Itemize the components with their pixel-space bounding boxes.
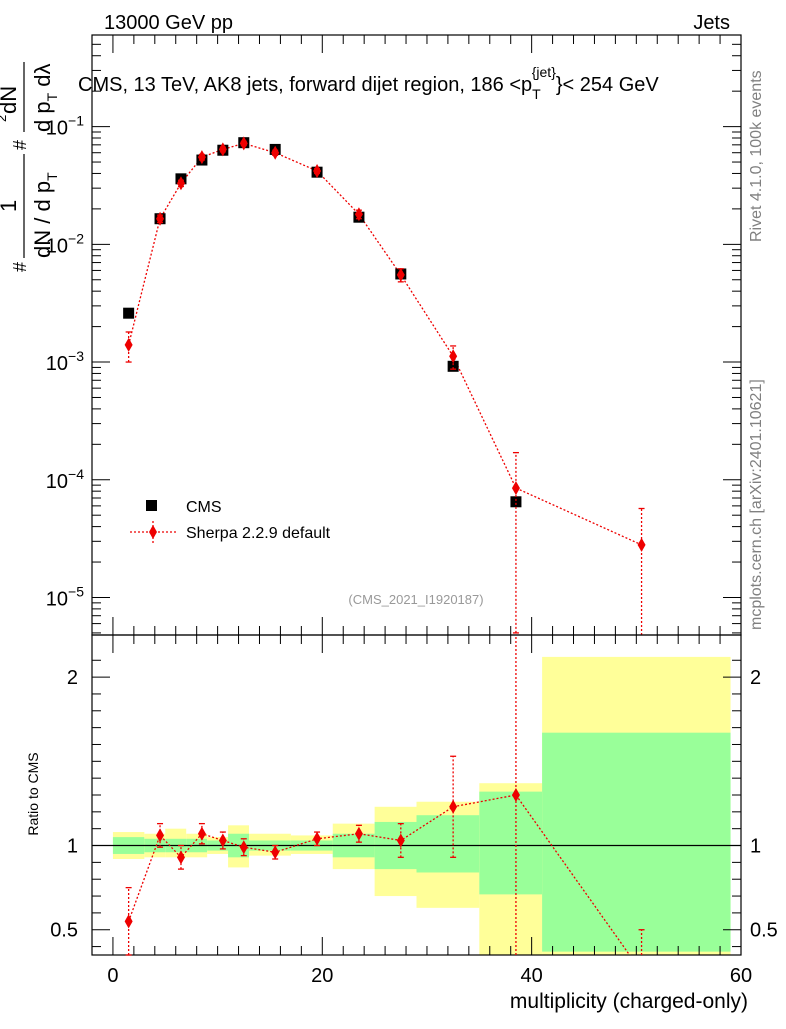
cms-point [123, 307, 135, 319]
ratio-point [176, 850, 185, 865]
legend-marker-cms [146, 500, 157, 511]
rivet-label: Rivet 4.1.0, 100k events [748, 70, 765, 242]
mc-point [354, 207, 363, 222]
main-ytick-label: 10−1 [46, 113, 84, 140]
mc-point [449, 349, 458, 364]
main-ylabel: # 1 dN / d pT # 2 dN d pT dλ [0, 62, 60, 272]
chart-title-sup: {jet} [532, 64, 556, 80]
ratio-data-layer [124, 635, 645, 956]
ratio-ytick-label-right: 2 [750, 667, 761, 689]
ratio-point [396, 833, 405, 848]
ratio-ytick-label: 0.5 [50, 920, 78, 942]
mc-point [176, 176, 185, 191]
ratio-panel: 0.5 0.51 12 20 20 40 60 Ratio to CMS multiplic… [25, 634, 778, 1013]
ratio-point [218, 833, 227, 848]
ylabel-numerator: dN [0, 86, 21, 114]
ratio-xtick-label: 0 [107, 965, 118, 987]
ratio-band-inner [416, 815, 480, 873]
legend-label-sherpa: Sherpa 2.2.9 default [186, 525, 331, 542]
main-ytick-label: 10−3 [46, 348, 84, 375]
ratio-point [511, 788, 520, 802]
mc-point [396, 267, 405, 282]
analysis-id-label: (CMS_2021_I1920187) [348, 592, 483, 607]
mc-point [511, 481, 520, 496]
legend-label-cms: CMS [186, 499, 222, 516]
mcplots-label: mcplots.cern.ch [arXiv:2401.10621] [748, 379, 765, 630]
ratio-xlabel: multiplicity (charged-only) [510, 990, 748, 1013]
ratio-ytick-label-right: 0.5 [750, 920, 778, 942]
ratio-band-inner [479, 791, 543, 895]
main-panel: 10−5 10−4 10−3 10−2 10−1 (CMS_2021_I1920187)… [0, 34, 742, 636]
ratio-point [156, 828, 165, 843]
ylabel-one: 1 [0, 200, 21, 212]
chart-title-rest: }< 254 GeV [556, 74, 660, 96]
chart-title: CMS, 13 TeV, AK8 jets, forward dijet reg… [78, 64, 659, 102]
legend: CMS Sherpa 2.2.9 default [130, 499, 331, 543]
mc-point [218, 142, 227, 157]
main-ticks: 10−5 10−4 10−3 10−2 10−1 [46, 35, 742, 635]
energy-label: 13000 GeV pp [104, 12, 233, 34]
main-data-layer [123, 136, 646, 635]
ratio-ylabel: Ratio to CMS [25, 752, 41, 835]
mc-point [271, 145, 280, 160]
ratio-point [271, 845, 280, 860]
ylabel-hash-1: # [10, 262, 30, 272]
mc-point [313, 163, 322, 178]
cms-point [447, 360, 459, 372]
ylabel-hash-2: # [10, 140, 30, 150]
ratio-xtick-label: 20 [311, 965, 333, 987]
main-ytick-label: 10−4 [46, 466, 84, 493]
ylabel-two: 2 [0, 115, 9, 122]
ratio-point [313, 831, 322, 846]
ratio-point [354, 826, 363, 841]
ratio-ytick-label: 1 [67, 836, 78, 858]
ratio-ticks: 0.5 0.51 12 20 20 40 60 [50, 635, 778, 987]
ratio-point [239, 840, 248, 855]
legend-marker-sherpa [149, 525, 157, 539]
mc-point [637, 537, 646, 552]
category-label: Jets [693, 12, 730, 34]
ratio-ytick-label: 2 [67, 667, 78, 689]
ratio-xtick-label: 40 [521, 965, 543, 987]
ylabel-denominator-2: d pT dλ [30, 63, 60, 132]
mc-point [124, 337, 133, 352]
cms-point [510, 496, 522, 508]
ratio-xtick-label: 60 [730, 965, 752, 987]
mc-point [156, 211, 165, 226]
chart-title-main: CMS, 13 TeV, AK8 jets, forward dijet reg… [78, 74, 532, 96]
main-ytick-label: 10−2 [46, 230, 84, 257]
ratio-point [197, 826, 206, 841]
chart-title-sub: T [532, 86, 541, 102]
mc-point [239, 136, 248, 151]
main-ytick-label: 10−5 [46, 583, 84, 610]
ylabel-denominator: dN / d pT [30, 172, 60, 258]
ratio-ytick-label-right: 1 [750, 836, 761, 858]
ratio-point [449, 799, 458, 814]
mc-point [197, 150, 206, 165]
ratio-point [124, 914, 133, 929]
ratio-band-inner [542, 732, 731, 952]
